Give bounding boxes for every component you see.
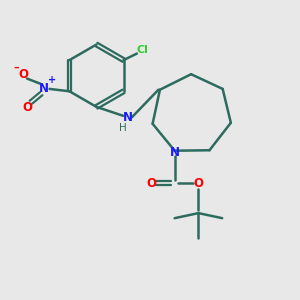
Text: N: N	[123, 111, 133, 124]
Text: O: O	[18, 68, 28, 82]
Text: +: +	[48, 75, 56, 85]
Text: O: O	[23, 101, 33, 114]
Text: N: N	[39, 82, 49, 95]
Text: O: O	[146, 177, 156, 190]
Text: Cl: Cl	[137, 45, 149, 55]
Text: –: –	[13, 62, 19, 73]
Text: O: O	[194, 177, 203, 190]
Text: N: N	[170, 146, 180, 159]
Text: H: H	[119, 123, 127, 133]
